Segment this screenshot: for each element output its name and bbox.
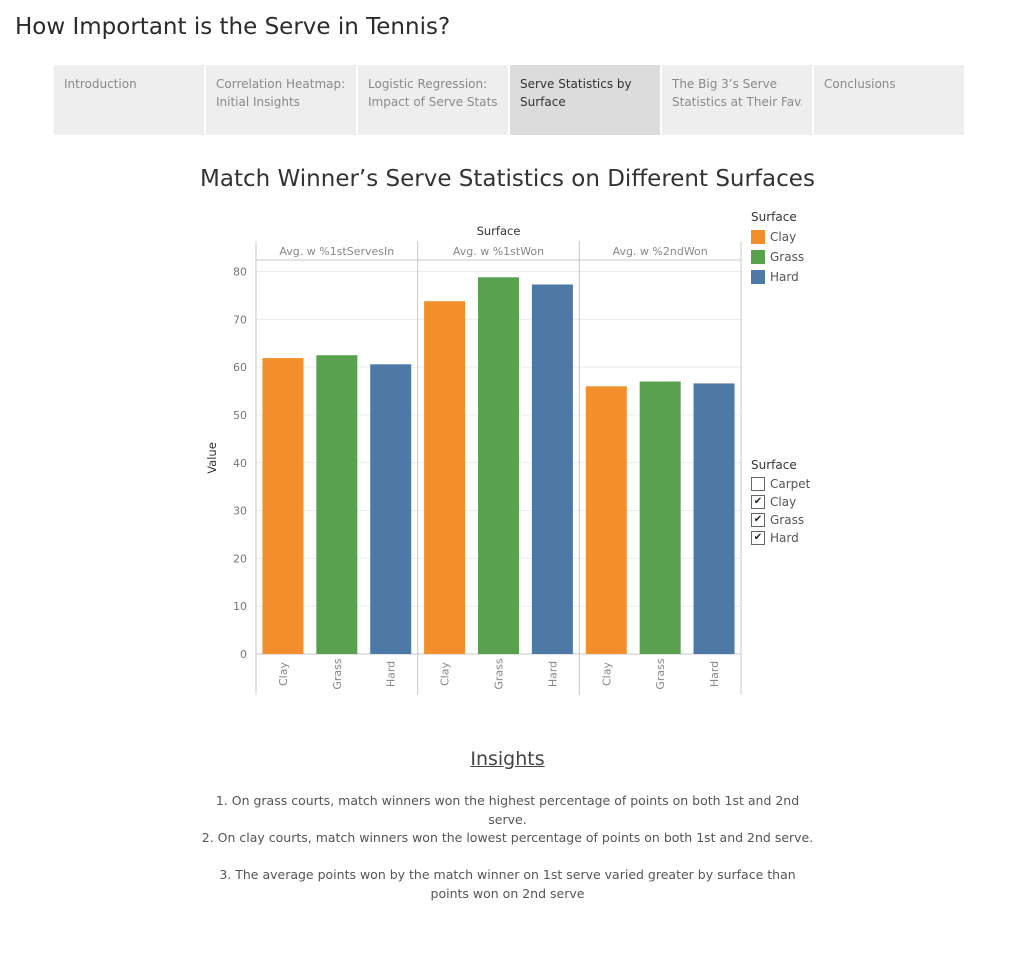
filter-label: Grass: [770, 513, 805, 527]
story-title: How Important is the Serve in Tennis?: [15, 14, 451, 40]
bar-grass: [316, 355, 358, 654]
filter-item-clay[interactable]: ✔ Clay: [751, 493, 810, 511]
filter-label: Clay: [770, 495, 797, 509]
checkbox[interactable]: ✔: [751, 513, 765, 527]
surface-filter: Surface Carpet ✔ Clay ✔ Grass ✔ Hard: [751, 458, 810, 547]
y-tick-label: 60: [233, 361, 247, 374]
color-legend: Surface Clay Grass Hard: [751, 210, 804, 287]
tab-label: Introduction: [64, 77, 137, 91]
bar-clay: [262, 358, 304, 654]
tab-label-line1: Correlation Heatmap:: [216, 77, 346, 91]
tab-correlation-heatmap[interactable]: Correlation Heatmap: Initial Insights: [206, 65, 356, 135]
filter-label: Carpet: [770, 477, 811, 491]
y-tick-label: 70: [233, 313, 247, 326]
checkbox[interactable]: [751, 477, 765, 491]
bar-hard: [693, 383, 735, 654]
filter-item-carpet[interactable]: Carpet: [751, 475, 810, 493]
y-tick-label: 40: [233, 457, 247, 470]
filter-label: Hard: [770, 531, 799, 545]
y-tick-label: 20: [233, 552, 247, 565]
bar-grass: [478, 277, 519, 654]
y-tick-label: 0: [240, 648, 247, 661]
tab-label-line2: Surface: [520, 95, 566, 109]
legend-item-clay[interactable]: Clay: [751, 227, 804, 247]
tab-label-line1: Serve Statistics by: [520, 77, 632, 91]
x-tick-label: Hard: [546, 661, 559, 687]
insight-1: 1. On grass courts, match winners won th…: [215, 793, 800, 827]
filter-item-grass[interactable]: ✔ Grass: [751, 511, 810, 529]
bar-hard: [370, 364, 412, 654]
y-tick-label: 80: [233, 266, 247, 279]
bar-clay: [585, 386, 627, 654]
legend-swatch: [751, 250, 765, 264]
legend-title: Surface: [751, 210, 797, 224]
insight-2: 2. On clay courts, match winners won the…: [201, 830, 814, 845]
x-tick-label: Clay: [277, 662, 290, 686]
x-tick-label: Grass: [493, 658, 506, 690]
tab-label: Conclusions: [824, 77, 896, 91]
legend-item-grass[interactable]: Grass: [751, 247, 804, 267]
story-navigator: Introduction Correlation Heatmap: Initia…: [54, 65, 964, 135]
tab-label-line1: Logistic Regression:: [368, 77, 488, 91]
panel-header: Avg. w %1stServesIn: [279, 245, 394, 258]
x-tick-label: Hard: [385, 661, 398, 687]
tab-conclusions[interactable]: Conclusions: [814, 65, 964, 135]
insight-3: 3. The average points won by the match w…: [219, 867, 796, 901]
y-tick-label: 10: [233, 600, 247, 613]
y-axis-title: Value: [205, 442, 219, 474]
legend-swatch: [751, 230, 765, 244]
filter-title: Surface: [751, 458, 797, 472]
legend-swatch: [751, 270, 765, 284]
tab-label-line2: Impact of Serve Stats..: [368, 95, 498, 109]
bar-clay: [424, 301, 466, 654]
tab-label-line2: Initial Insights: [216, 95, 300, 109]
insights-title: Insights: [470, 748, 545, 770]
x-tick-label: Clay: [600, 662, 613, 686]
tab-label-line2: Statistics at Their Fav..: [672, 95, 802, 109]
tab-serve-statistics-by-surface[interactable]: Serve Statistics by Surface: [510, 65, 660, 135]
tab-logistic-regression[interactable]: Logistic Regression: Impact of Serve Sta…: [358, 65, 508, 135]
x-tick-label: Clay: [439, 662, 452, 686]
chart-title: Match Winner’s Serve Statistics on Diffe…: [200, 166, 815, 192]
panel-header: Avg. w %1stWon: [453, 245, 544, 258]
x-tick-label: Grass: [331, 658, 344, 690]
bar-hard: [531, 284, 573, 654]
tab-label-line1: The Big 3’s Serve: [672, 77, 778, 91]
x-tick-label: Hard: [708, 661, 721, 687]
checkbox[interactable]: ✔: [751, 495, 765, 509]
y-tick-label: 30: [233, 505, 247, 518]
panel-header: Avg. w %2ndWon: [613, 245, 708, 258]
tab-introduction[interactable]: Introduction: [54, 65, 204, 135]
y-tick-label: 50: [233, 409, 247, 422]
bar-grass: [639, 381, 681, 654]
bar-chart: 0 10 20 30 40 50 60 70 80 Surface Value Avg. w %1st…: [205, 224, 742, 695]
column-header: Surface: [477, 224, 521, 238]
legend-label: Grass: [770, 250, 805, 264]
x-tick-label: Grass: [654, 658, 667, 690]
legend-label: Clay: [770, 230, 797, 244]
tab-big-3-serve-statistics[interactable]: The Big 3’s Serve Statistics at Their Fa…: [662, 65, 812, 135]
legend-item-hard[interactable]: Hard: [751, 267, 804, 287]
filter-item-hard[interactable]: ✔ Hard: [751, 529, 810, 547]
checkbox[interactable]: ✔: [751, 531, 765, 545]
legend-label: Hard: [770, 270, 799, 284]
